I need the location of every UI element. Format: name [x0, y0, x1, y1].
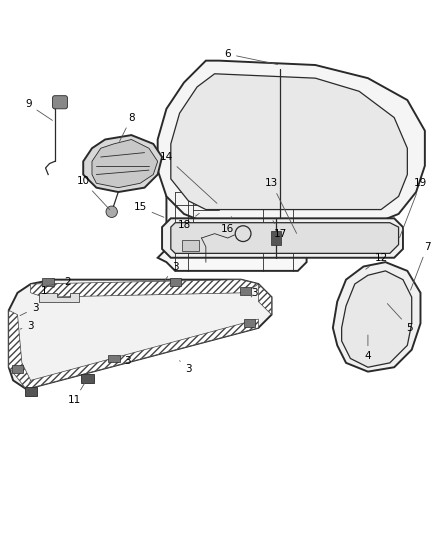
- Polygon shape: [171, 223, 399, 253]
- Text: 16: 16: [221, 216, 234, 235]
- Bar: [271, 231, 281, 245]
- Text: 14: 14: [160, 152, 217, 203]
- Polygon shape: [9, 310, 31, 389]
- Bar: [42, 278, 54, 286]
- Text: 9: 9: [25, 100, 53, 120]
- Polygon shape: [171, 74, 407, 209]
- Polygon shape: [158, 183, 307, 271]
- Text: 3: 3: [164, 262, 179, 282]
- Text: 12: 12: [366, 253, 388, 269]
- Text: 7: 7: [410, 242, 431, 290]
- Bar: [244, 319, 255, 327]
- Text: 3: 3: [118, 356, 131, 366]
- Polygon shape: [83, 135, 162, 192]
- Polygon shape: [333, 262, 420, 372]
- Text: 15: 15: [134, 203, 164, 217]
- Text: 3: 3: [180, 361, 192, 374]
- Text: 8: 8: [120, 112, 135, 141]
- Text: 3: 3: [20, 321, 34, 330]
- Bar: [170, 278, 181, 286]
- Text: 1: 1: [40, 286, 54, 296]
- Polygon shape: [39, 293, 79, 302]
- Circle shape: [106, 206, 117, 217]
- Text: 19: 19: [399, 178, 427, 238]
- Polygon shape: [31, 280, 258, 297]
- Text: 13: 13: [265, 178, 297, 233]
- FancyBboxPatch shape: [53, 96, 67, 109]
- Polygon shape: [92, 140, 158, 188]
- Polygon shape: [258, 284, 272, 314]
- Text: 10: 10: [77, 176, 110, 209]
- Polygon shape: [22, 319, 258, 389]
- Text: 5: 5: [387, 304, 413, 333]
- Bar: [12, 366, 23, 374]
- Polygon shape: [162, 219, 403, 258]
- Text: 6: 6: [224, 49, 278, 64]
- Polygon shape: [9, 280, 272, 389]
- Text: 18: 18: [177, 213, 199, 230]
- Bar: [182, 240, 199, 251]
- Text: 3: 3: [20, 303, 39, 316]
- Bar: [108, 354, 120, 362]
- Text: 17: 17: [273, 221, 287, 239]
- Bar: [81, 374, 94, 383]
- Text: 11: 11: [68, 381, 86, 405]
- Text: 2: 2: [46, 277, 71, 287]
- Text: 4: 4: [364, 335, 371, 361]
- Text: 3: 3: [251, 288, 258, 298]
- Bar: [25, 387, 37, 395]
- Polygon shape: [158, 61, 425, 223]
- Bar: [240, 287, 251, 295]
- Polygon shape: [342, 271, 412, 367]
